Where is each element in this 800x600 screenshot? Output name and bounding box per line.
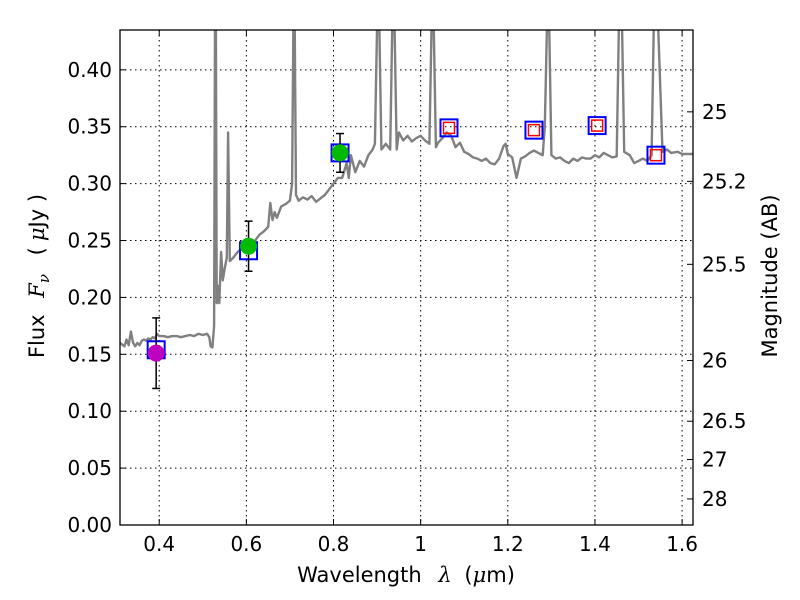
observed-point [147, 344, 165, 362]
magnitude-tick-label: 26.5 [702, 409, 747, 433]
x-axis-label-text: Wavelength [297, 563, 422, 587]
magnitude-tick-label: 27 [702, 448, 727, 472]
x-axis-unit-open: ( [464, 563, 472, 587]
plot-frame [119, 29, 694, 526]
magnitude-tick-label: 28 [702, 487, 727, 511]
near-ir-square [649, 148, 663, 162]
y-tick-label: 0.10 [67, 399, 112, 423]
observed-point [240, 237, 258, 255]
model-photometry-square [587, 116, 607, 136]
near-ir-square [527, 123, 541, 137]
y-axis-unit-mu: μ [25, 227, 49, 241]
plot-data [120, 30, 693, 390]
magnitude-tick-label: 26 [702, 349, 727, 373]
y-tick-label: 0.00 [67, 513, 112, 537]
model-photometry-square [524, 120, 544, 140]
y-axis-unit-rest: Jy ) [25, 194, 49, 230]
y-axis-unit-open: ( [25, 247, 49, 255]
y-axis-f-symbol: F [25, 282, 49, 299]
model-spectrum-line [120, 30, 693, 349]
y-tick-label: 0.05 [67, 456, 112, 480]
magnitude-tick-label: 25.5 [702, 252, 747, 276]
near-ir-square [442, 121, 456, 135]
y-axis-label-text: Flux [25, 314, 49, 358]
x-tick-label: 0.6 [230, 532, 262, 556]
x-tick-label: 1 [414, 532, 427, 556]
x-tick-label: 0.4 [143, 532, 175, 556]
magnitude-tick-label: 25 [702, 100, 727, 124]
near-ir-square [590, 119, 604, 132]
y-tick-label: 0.20 [67, 285, 112, 309]
x-axis-lambda-symbol: λ [437, 563, 451, 587]
y-axis-label: Flux Fν ( μJy ) [25, 194, 54, 358]
x-axis-unit-mu: μ [473, 563, 487, 587]
y-tick-label: 0.30 [67, 172, 112, 196]
y-tick-label: 0.25 [67, 229, 112, 253]
magnitude-tick-label: 25.2 [702, 169, 747, 193]
x-tick-label: 1.2 [492, 532, 524, 556]
x-axis-unit-rest: m) [486, 563, 515, 587]
x-axis-label: Wavelength λ (μm) [297, 563, 515, 587]
axis-ticks: 0.4 0.6 0.8 1 1.2 1.4 1.6 0.00 0.05 0.10 0.15 0.20 0… [67, 30, 747, 556]
observed-point [331, 144, 349, 162]
x-tick-label: 0.8 [318, 532, 350, 556]
x-tick-label: 1.4 [579, 532, 611, 556]
y-tick-label: 0.15 [67, 342, 112, 366]
y-tick-label: 0.35 [67, 115, 112, 139]
y-axis-nu-subscript: ν [35, 274, 53, 283]
model-photometry-square [439, 118, 459, 138]
x-tick-label: 1.6 [666, 532, 698, 556]
magnitude-axis-label: Magnitude (AB) [758, 194, 782, 357]
model-photometry-square [646, 145, 666, 165]
y-tick-label: 0.40 [67, 58, 112, 82]
